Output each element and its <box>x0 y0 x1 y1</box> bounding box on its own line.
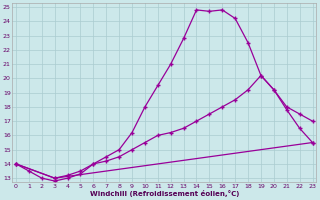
X-axis label: Windchill (Refroidissement éolien,°C): Windchill (Refroidissement éolien,°C) <box>90 190 239 197</box>
